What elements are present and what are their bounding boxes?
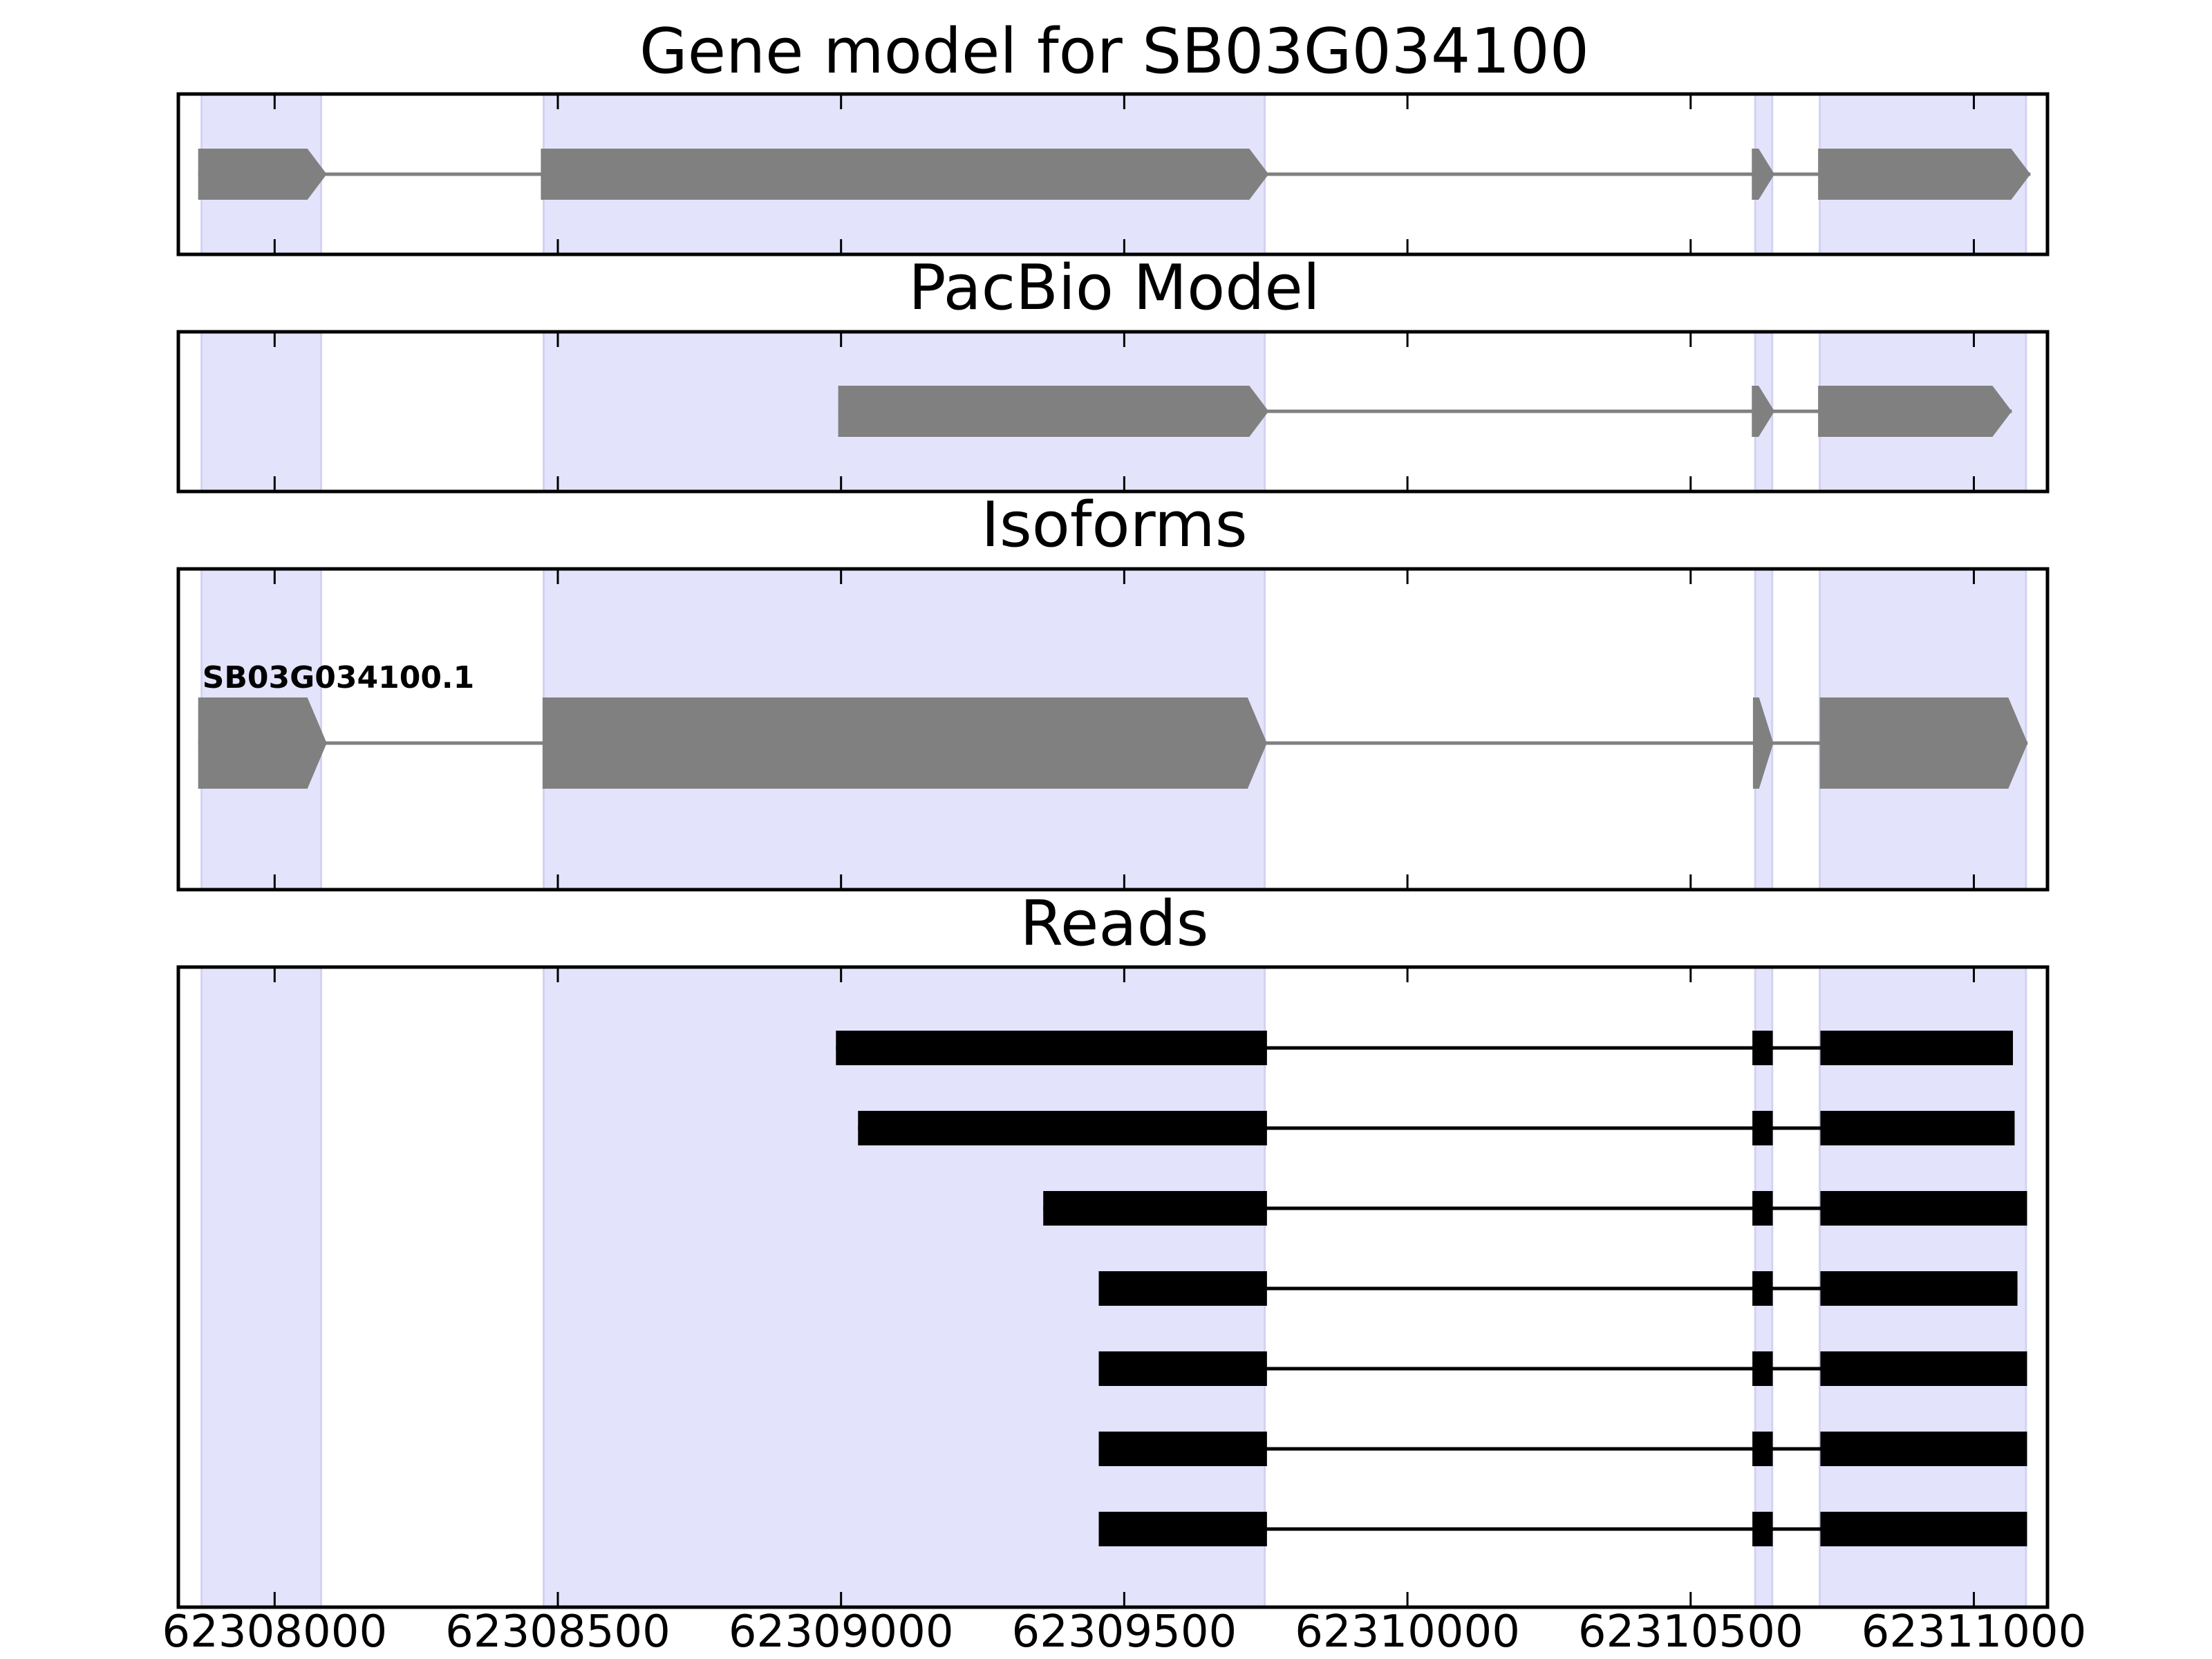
reads-plot <box>176 965 2050 1609</box>
x-tick-label: 62309000 <box>729 1606 954 1658</box>
isoforms-plot: SB03G034100.1 <box>176 567 2050 892</box>
read-exon <box>1820 1271 2018 1306</box>
pacbio-model-title: PacBio Model <box>908 252 1320 324</box>
read-exon <box>1098 1271 1267 1306</box>
gene-model-panel: Gene model for SB03G034100 <box>176 15 2050 256</box>
read-exon <box>1752 1271 1773 1306</box>
read-exon <box>1820 1512 2027 1546</box>
x-tick-label: 62310000 <box>1295 1606 1520 1658</box>
read-exon <box>1820 1031 2014 1065</box>
pacbio-model-exon <box>838 386 1269 437</box>
pacbio-model-plot <box>176 330 2050 494</box>
x-tick-label: 62308000 <box>162 1606 387 1658</box>
exon-highlight-band <box>200 330 322 493</box>
read-exon <box>1752 1191 1773 1226</box>
isoform-exon <box>198 697 327 789</box>
gene-model-exon <box>541 149 1269 200</box>
read-exon <box>1820 1432 2027 1466</box>
gene-model-exon <box>1752 149 1775 200</box>
x-tick-label: 62309500 <box>1012 1606 1237 1658</box>
isoforms-title: Isoforms <box>981 489 1247 561</box>
pacbio-model-panel: PacBio Model <box>176 252 2050 494</box>
isoform-exon <box>1819 697 2028 789</box>
gene-model-exon <box>1818 149 2031 200</box>
read-exon <box>1820 1191 2027 1226</box>
read-exon <box>858 1111 1267 1145</box>
read-exon <box>1752 1432 1773 1466</box>
isoform-label: SB03G034100.1 <box>203 660 475 695</box>
panel-frame <box>176 567 2050 892</box>
read-exon <box>1752 1512 1773 1546</box>
isoform-exon <box>542 697 1267 789</box>
gene-model-plot <box>176 92 2050 256</box>
x-tick-label: 62311000 <box>1862 1606 2087 1658</box>
read-exon <box>1752 1111 1773 1145</box>
read-exon <box>1098 1351 1267 1386</box>
read-exon <box>1098 1432 1267 1466</box>
exon-highlight-band <box>200 966 322 1609</box>
reads-panel: Reads <box>176 888 2050 1609</box>
read-exon <box>1752 1351 1773 1386</box>
isoform-exon <box>1752 697 1774 789</box>
read-exon <box>1820 1351 2027 1386</box>
read-exon <box>1820 1111 2015 1145</box>
x-tick-label: 62310500 <box>1578 1606 1803 1658</box>
panel-frame <box>176 330 2050 494</box>
isoforms-panel: Isoforms SB03G034100.1 <box>176 489 2050 892</box>
panel-frame <box>176 92 2050 256</box>
read-exon <box>1043 1191 1267 1226</box>
read-exon <box>836 1031 1267 1065</box>
reads-title: Reads <box>1020 888 1208 960</box>
pacbio-model-exon <box>1818 386 2012 437</box>
x-tick-label: 62308500 <box>445 1606 671 1658</box>
gene-model-exon <box>198 149 327 200</box>
gene-model-title: Gene model for SB03G034100 <box>639 15 1589 88</box>
x-axis-tick-labels: 62308000 62308500 62309000 62309500 62310000… <box>162 1606 2086 1658</box>
read-exon <box>1752 1031 1773 1065</box>
panel-frame <box>176 965 2050 1609</box>
pacbio-model-exon <box>1752 386 1775 437</box>
read-exon <box>1098 1512 1267 1546</box>
